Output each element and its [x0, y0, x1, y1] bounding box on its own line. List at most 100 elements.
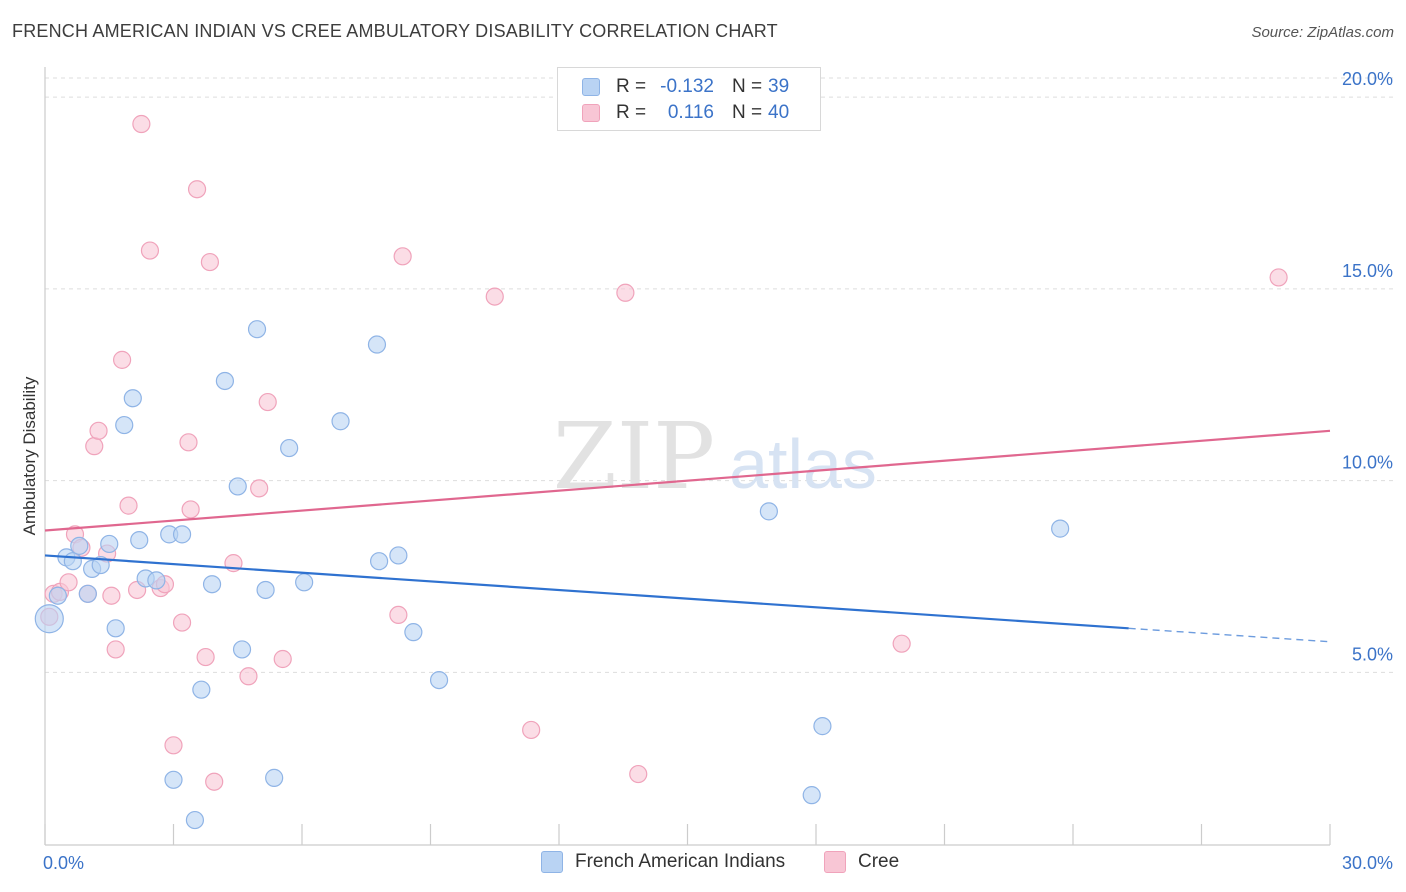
legend-swatch-pink — [582, 104, 600, 122]
data-point-french-american-indians — [331, 412, 350, 431]
data-point-french-american-indians — [215, 371, 234, 391]
data-point-cree — [196, 647, 215, 667]
tick-labels: 5.0% 10.0% 15.0% 20.0% 0.0% 30.0% — [43, 69, 1393, 873]
data-point-cree — [59, 573, 78, 592]
y-tick-label: 5.0% — [1352, 644, 1393, 664]
data-point-french-american-indians — [48, 586, 67, 605]
bottom-legend-label-pink: Cree — [858, 851, 900, 872]
source-label: Source: ZipAtlas.com — [1251, 24, 1394, 41]
data-point-french-american-indians — [164, 770, 183, 789]
data-point-french-american-indians — [192, 680, 211, 699]
legend-n-label: N = — [732, 102, 763, 123]
data-point-french-american-indians — [147, 571, 166, 590]
data-point-cree — [393, 247, 412, 266]
data-point-cree — [140, 241, 160, 260]
data-point-cree — [164, 736, 183, 755]
data-point-french-american-indians — [759, 502, 778, 521]
bottom-legend-swatch-pink — [824, 851, 846, 873]
y-tick-label: 10.0% — [1342, 453, 1393, 473]
data-point-french-american-indians — [389, 546, 408, 565]
data-point-french-american-indians — [813, 717, 832, 736]
data-point-cree — [179, 433, 198, 452]
data-point-french-american-indians — [185, 810, 205, 830]
data-point-french-american-indians — [100, 534, 119, 554]
data-point-french-american-indians — [404, 623, 423, 642]
data-point-cree — [187, 180, 207, 199]
data-point-french-american-indians — [91, 555, 110, 575]
data-point-cree — [172, 613, 192, 632]
y-tick-label: 15.0% — [1342, 261, 1393, 281]
data-point-cree — [106, 640, 125, 659]
trend-line-cree — [44, 429, 1331, 532]
data-point-cree — [112, 350, 132, 369]
data-point-french-american-indians — [70, 536, 89, 555]
data-point-cree — [1269, 268, 1288, 287]
legend-n-value: 40 — [768, 102, 790, 123]
axes — [44, 67, 1331, 846]
data-point-cree — [102, 586, 121, 605]
data-point-french-american-indians — [78, 584, 97, 603]
y-tick-label: 20.0% — [1342, 69, 1393, 89]
legend-r-label: R = — [616, 102, 647, 123]
data-point-cree — [522, 720, 541, 740]
legend-r-value: 0.116 — [667, 102, 714, 123]
data-point-french-american-indians — [247, 320, 267, 339]
data-point-cree — [239, 667, 258, 686]
data-point-cree — [132, 114, 151, 134]
legend-row-pink: R = 0.116 N = 40 — [582, 101, 789, 125]
x-tick-label: 0.0% — [43, 853, 84, 873]
data-point-cree — [892, 634, 911, 653]
chart-title: FRENCH AMERICAN INDIAN VS CREE AMBULATOR… — [12, 21, 778, 41]
data-point-french-american-indians — [106, 619, 125, 638]
data-point-cree — [250, 479, 269, 498]
trend-lines — [44, 429, 1331, 643]
data-point-french-american-indians — [34, 604, 64, 634]
legend-r-value: -0.132 — [660, 76, 714, 97]
watermark-zip: ZIP — [553, 403, 715, 510]
data-point-cree — [200, 252, 220, 272]
data-point-french-american-indians — [1051, 519, 1070, 538]
data-point-french-american-indians — [172, 525, 192, 544]
data-point-french-american-indians — [429, 670, 449, 690]
legend-swatch-blue — [582, 78, 600, 96]
data-point-french-american-indians — [256, 580, 275, 600]
data-point-french-american-indians — [280, 438, 299, 458]
data-point-cree — [258, 392, 277, 412]
data-point-french-american-indians — [232, 640, 252, 659]
y-axis-label: Ambulatory Disability — [20, 376, 39, 535]
legend-n-label: N = — [732, 76, 763, 97]
data-point-french-american-indians — [123, 389, 142, 408]
stats-legend: R = -0.132 N = 39 R = 0.116 N = 40 — [557, 67, 821, 131]
x-tick-label: 30.0% — [1342, 853, 1393, 873]
grid-lines — [45, 77, 1393, 673]
data-point-french-american-indians — [802, 786, 821, 805]
data-point-cree — [205, 772, 224, 791]
watermark: ZIP atlas — [553, 403, 877, 510]
data-point-french-american-indians — [115, 415, 134, 435]
data-point-cree — [119, 496, 138, 515]
data-point-french-american-indians — [367, 335, 387, 354]
data-point-french-american-indians — [130, 531, 149, 550]
data-point-cree — [616, 283, 635, 302]
data-point-french-american-indians — [265, 768, 284, 787]
data-point-cree — [273, 649, 292, 669]
legend-r-label: R = — [616, 76, 647, 97]
data-point-cree — [485, 287, 504, 306]
data-point-cree — [629, 764, 648, 784]
legend-n-value: 39 — [768, 76, 790, 97]
data-point-french-american-indians — [202, 575, 222, 594]
data-point-french-american-indians — [228, 477, 247, 496]
data-point-french-american-indians — [295, 573, 314, 592]
trend-line-french-american-indians-extension — [1128, 627, 1331, 643]
data-point-french-american-indians — [370, 552, 389, 571]
legend-row-blue: R = -0.132 N = 39 — [582, 75, 789, 99]
data-point-cree — [89, 421, 108, 440]
bottom-legend-item-blue: French American Indians — [541, 851, 785, 873]
data-point-cree — [389, 605, 408, 625]
bottom-legend-swatch-blue — [541, 851, 563, 873]
bottom-legend-item-pink: Cree — [824, 851, 899, 873]
data-point-cree — [85, 437, 104, 456]
data-point-french-american-indians — [63, 552, 82, 571]
data-point-cree — [181, 500, 200, 519]
